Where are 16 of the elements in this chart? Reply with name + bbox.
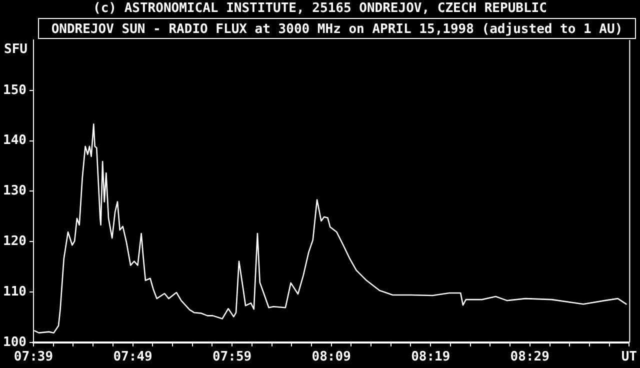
x-tick-label: 08:29 [510, 350, 550, 365]
x-tick-label: UT [621, 350, 638, 365]
y-tick-label: 140 [2, 133, 27, 148]
y-tick-label: 110 [2, 284, 27, 300]
x-tick-label: 08:19 [411, 350, 450, 365]
x-tick-label: 07:59 [212, 350, 252, 365]
chart-subtitle: (c) ASTRONOMICAL INSTITUTE, 25165 ONDREJOV, CZECH REPUBLIC [92, 1, 548, 16]
y-tick-label: 120 [2, 234, 27, 249]
y-tick-label: 150 [2, 82, 27, 98]
x-tick-label: 07:39 [14, 350, 54, 365]
y-tick-label: 130 [2, 184, 27, 199]
x-tick-label: 08:09 [312, 350, 351, 365]
chart-title: ONDREJOV SUN - RADIO FLUX at 3000 MHz on APRIL 15,1998 (adjusted to 1 AU) [38, 18, 636, 39]
x-tick-label: 07:49 [113, 350, 152, 365]
y-tick-label: 100 [2, 334, 27, 350]
y-axis-title: SFU [4, 42, 28, 57]
